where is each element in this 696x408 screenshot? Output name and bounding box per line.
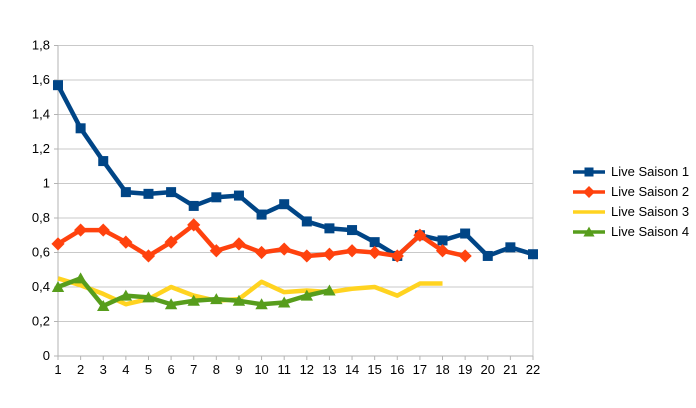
y-tick-label: 1,2 [32, 141, 50, 156]
x-tick-label: 8 [213, 362, 220, 377]
y-tick-label: 0,8 [32, 210, 50, 225]
series-live-saison-2 [51, 218, 472, 263]
legend-label: Live Saison 1 [611, 164, 690, 179]
x-tick-label: 19 [458, 362, 472, 377]
y-tick-label: 0 [43, 348, 50, 363]
x-tick-label: 4 [122, 362, 129, 377]
x-tick-label: 7 [190, 362, 197, 377]
x-tick-label: 14 [345, 362, 359, 377]
x-tick-label: 12 [300, 362, 314, 377]
series-live-saison-1 [53, 80, 538, 261]
y-tick-label: 0,4 [32, 279, 50, 294]
legend-item-live-saison-4: Live Saison 4 [572, 222, 689, 242]
x-tick-label: 20 [481, 362, 495, 377]
y-tick-label: 1 [43, 176, 50, 191]
x-tick-label: 6 [167, 362, 174, 377]
x-tick-label: 21 [503, 362, 517, 377]
x-tick-label: 13 [322, 362, 336, 377]
legend-item-live-saison-1: Live Saison 1 [572, 162, 689, 182]
x-tick-label: 1 [54, 362, 61, 377]
series-live-saison-3 [57, 276, 443, 307]
x-tick-label: 17 [413, 362, 427, 377]
x-tick-label: 16 [390, 362, 404, 377]
x-tick-label: 3 [100, 362, 107, 377]
y-tick-label: 0,2 [32, 314, 50, 329]
legend-line-diamond-icon [573, 186, 605, 198]
y-tick-label: 0,6 [32, 245, 50, 260]
y-tick-label: 1,4 [32, 107, 50, 122]
legend-item-live-saison-3: Live Saison 3 [572, 202, 689, 222]
x-tick-label: 11 [277, 362, 291, 377]
legend-label: Live Saison 4 [611, 224, 690, 239]
legend-line-icon [573, 210, 605, 214]
x-tick-label: 15 [367, 362, 381, 377]
series-line-live-saison-1 [56, 84, 534, 259]
x-tick-label: 10 [254, 362, 268, 377]
x-tick-label: 22 [526, 362, 540, 377]
x-tick-label: 9 [235, 362, 242, 377]
legend: Live Saison 1 Live Saison 2 Live Saison … [572, 162, 689, 242]
x-tick-label: 5 [145, 362, 152, 377]
legend-item-live-saison-2: Live Saison 2 [572, 182, 689, 202]
series-line-live-saison-3 [57, 276, 443, 307]
legend-line-triangle-icon [573, 226, 605, 237]
legend-line-square-icon [573, 167, 605, 177]
x-tick-label: 2 [77, 362, 84, 377]
legend-label: Live Saison 3 [611, 204, 690, 219]
x-tick-label: 18 [435, 362, 449, 377]
legend-label: Live Saison 2 [611, 184, 690, 199]
y-tick-label: 1,6 [32, 72, 50, 87]
series-live-saison-4 [51, 272, 336, 311]
y-tick-label: 1,8 [32, 38, 50, 53]
